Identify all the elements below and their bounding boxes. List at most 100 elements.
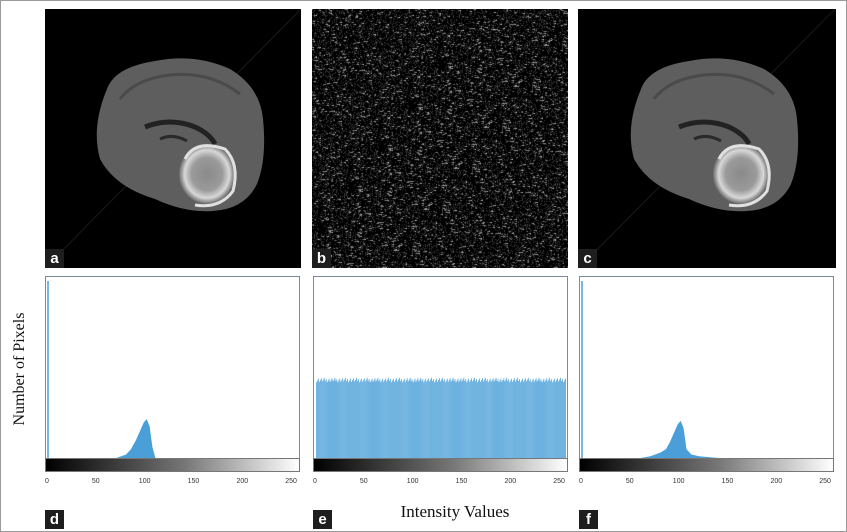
- histogram-bar: [334, 377, 336, 458]
- histogram-bar: [489, 378, 491, 458]
- histogram-bar: [532, 378, 534, 458]
- histogram-bar: [379, 379, 381, 458]
- mri-original-image: [45, 9, 301, 268]
- histogram-bar: [344, 379, 346, 458]
- histogram-bar: [399, 377, 400, 458]
- histogram-bar: [321, 381, 323, 458]
- histogram-bar: [514, 378, 516, 458]
- histogram-bar: [360, 378, 362, 458]
- histogram-bar: [498, 382, 500, 458]
- histogram-bar: [455, 382, 457, 458]
- histogram-bar: [559, 379, 560, 458]
- histogram-bar: [553, 380, 555, 458]
- xtick-label: 200: [236, 478, 249, 485]
- histogram-original-plot: [47, 281, 156, 458]
- histogram-bar: [562, 379, 563, 458]
- histogram-bar: [543, 378, 545, 458]
- histogram-bar: [335, 380, 337, 458]
- histogram-bar: [481, 380, 482, 458]
- histogram-bar: [485, 380, 487, 458]
- xtick-label: 250: [285, 478, 297, 485]
- histogram-bar: [520, 382, 521, 458]
- histogram-bar: [494, 379, 496, 458]
- histogram-bar: [523, 380, 525, 458]
- histogram-bar: [519, 379, 520, 458]
- histogram-bar: [349, 380, 350, 458]
- histogram-bar: [413, 380, 415, 458]
- histogram-bar: [482, 378, 483, 458]
- panel-label-a: a: [45, 249, 64, 268]
- histogram-bar: [495, 377, 497, 458]
- histogram-bar: [561, 380, 562, 458]
- histogram-bar: [368, 379, 370, 458]
- histogram-bar: [531, 380, 533, 458]
- histogram-bar: [384, 380, 386, 458]
- intensity-colorbar-e: [313, 458, 568, 472]
- histogram-bar: [372, 381, 374, 458]
- histogram-bar: [440, 379, 442, 458]
- histogram-bar: [424, 380, 426, 458]
- encrypted-image-panel: b: [312, 9, 568, 268]
- histogram-bar: [480, 381, 481, 458]
- histogram-bar: [507, 380, 509, 458]
- histogram-bar: [357, 379, 359, 458]
- histogram-bar: [512, 381, 514, 458]
- histogram-bar: [409, 377, 411, 458]
- histogram-bar: [397, 381, 398, 458]
- histogram-bar: [356, 377, 357, 458]
- histogram-bar: [415, 381, 417, 458]
- histogram-bar: [511, 378, 513, 458]
- histogram-bar: [460, 378, 462, 458]
- xtick-label: 150: [455, 478, 468, 485]
- panel-label-c: c: [578, 249, 597, 268]
- histogram-bar: [445, 380, 447, 458]
- histogram-bar: [326, 382, 328, 458]
- histogram-bar: [437, 381, 438, 458]
- histogram-bar: [533, 381, 535, 458]
- histogram-bar: [483, 379, 485, 458]
- xtick-label: 250: [819, 478, 831, 485]
- histogram-bar: [496, 380, 498, 458]
- histogram-bar: [358, 382, 360, 458]
- histogram-bar: [407, 381, 409, 458]
- histogram-bar: [410, 380, 412, 458]
- histogram-bar: [469, 381, 471, 458]
- x-axis-label: Intensity Values: [400, 502, 510, 521]
- histogram-bar: [392, 380, 393, 458]
- histogram-bar: [555, 381, 557, 458]
- histogram-bar: [473, 379, 474, 458]
- xtick-label: 50: [91, 478, 100, 485]
- histogram-bar: [364, 381, 366, 458]
- histogram-bar: [422, 379, 424, 458]
- histogram-bar: [461, 381, 463, 458]
- panel-label-f: f: [579, 510, 598, 529]
- histogram-bar: [515, 381, 516, 458]
- histogram-bar: [548, 379, 550, 458]
- histogram-bar: [403, 378, 405, 458]
- histogram-bar: [352, 380, 353, 458]
- intensity-colorbar-d: [45, 458, 300, 472]
- histogram-bar: [440, 381, 441, 458]
- histogram-bar: [386, 381, 388, 458]
- histogram-bar: [534, 380, 536, 458]
- histogram-bar: [524, 378, 526, 458]
- histogram-bar: [518, 380, 519, 458]
- mri-decrypted-image: [578, 9, 836, 268]
- histogram-bar: [361, 381, 363, 458]
- histogram-bar: [316, 380, 318, 458]
- histogram-bar: [426, 381, 428, 458]
- histogram-bar: [434, 382, 435, 458]
- histogram-bar: [373, 380, 375, 458]
- histogram-bar: [453, 380, 455, 458]
- histogram-bar: [414, 378, 416, 458]
- histogram-bar: [556, 380, 557, 458]
- histogram-bar: [382, 378, 384, 458]
- xtick-label: 0: [45, 478, 49, 485]
- histogram-bar: [342, 378, 344, 458]
- histogram-bar: [550, 380, 552, 458]
- histogram-bar: [399, 380, 401, 458]
- histogram-bar: [431, 377, 433, 458]
- histogram-bar: [400, 379, 402, 458]
- xtick-label: 50: [359, 478, 368, 485]
- histogram-bar: [551, 379, 553, 458]
